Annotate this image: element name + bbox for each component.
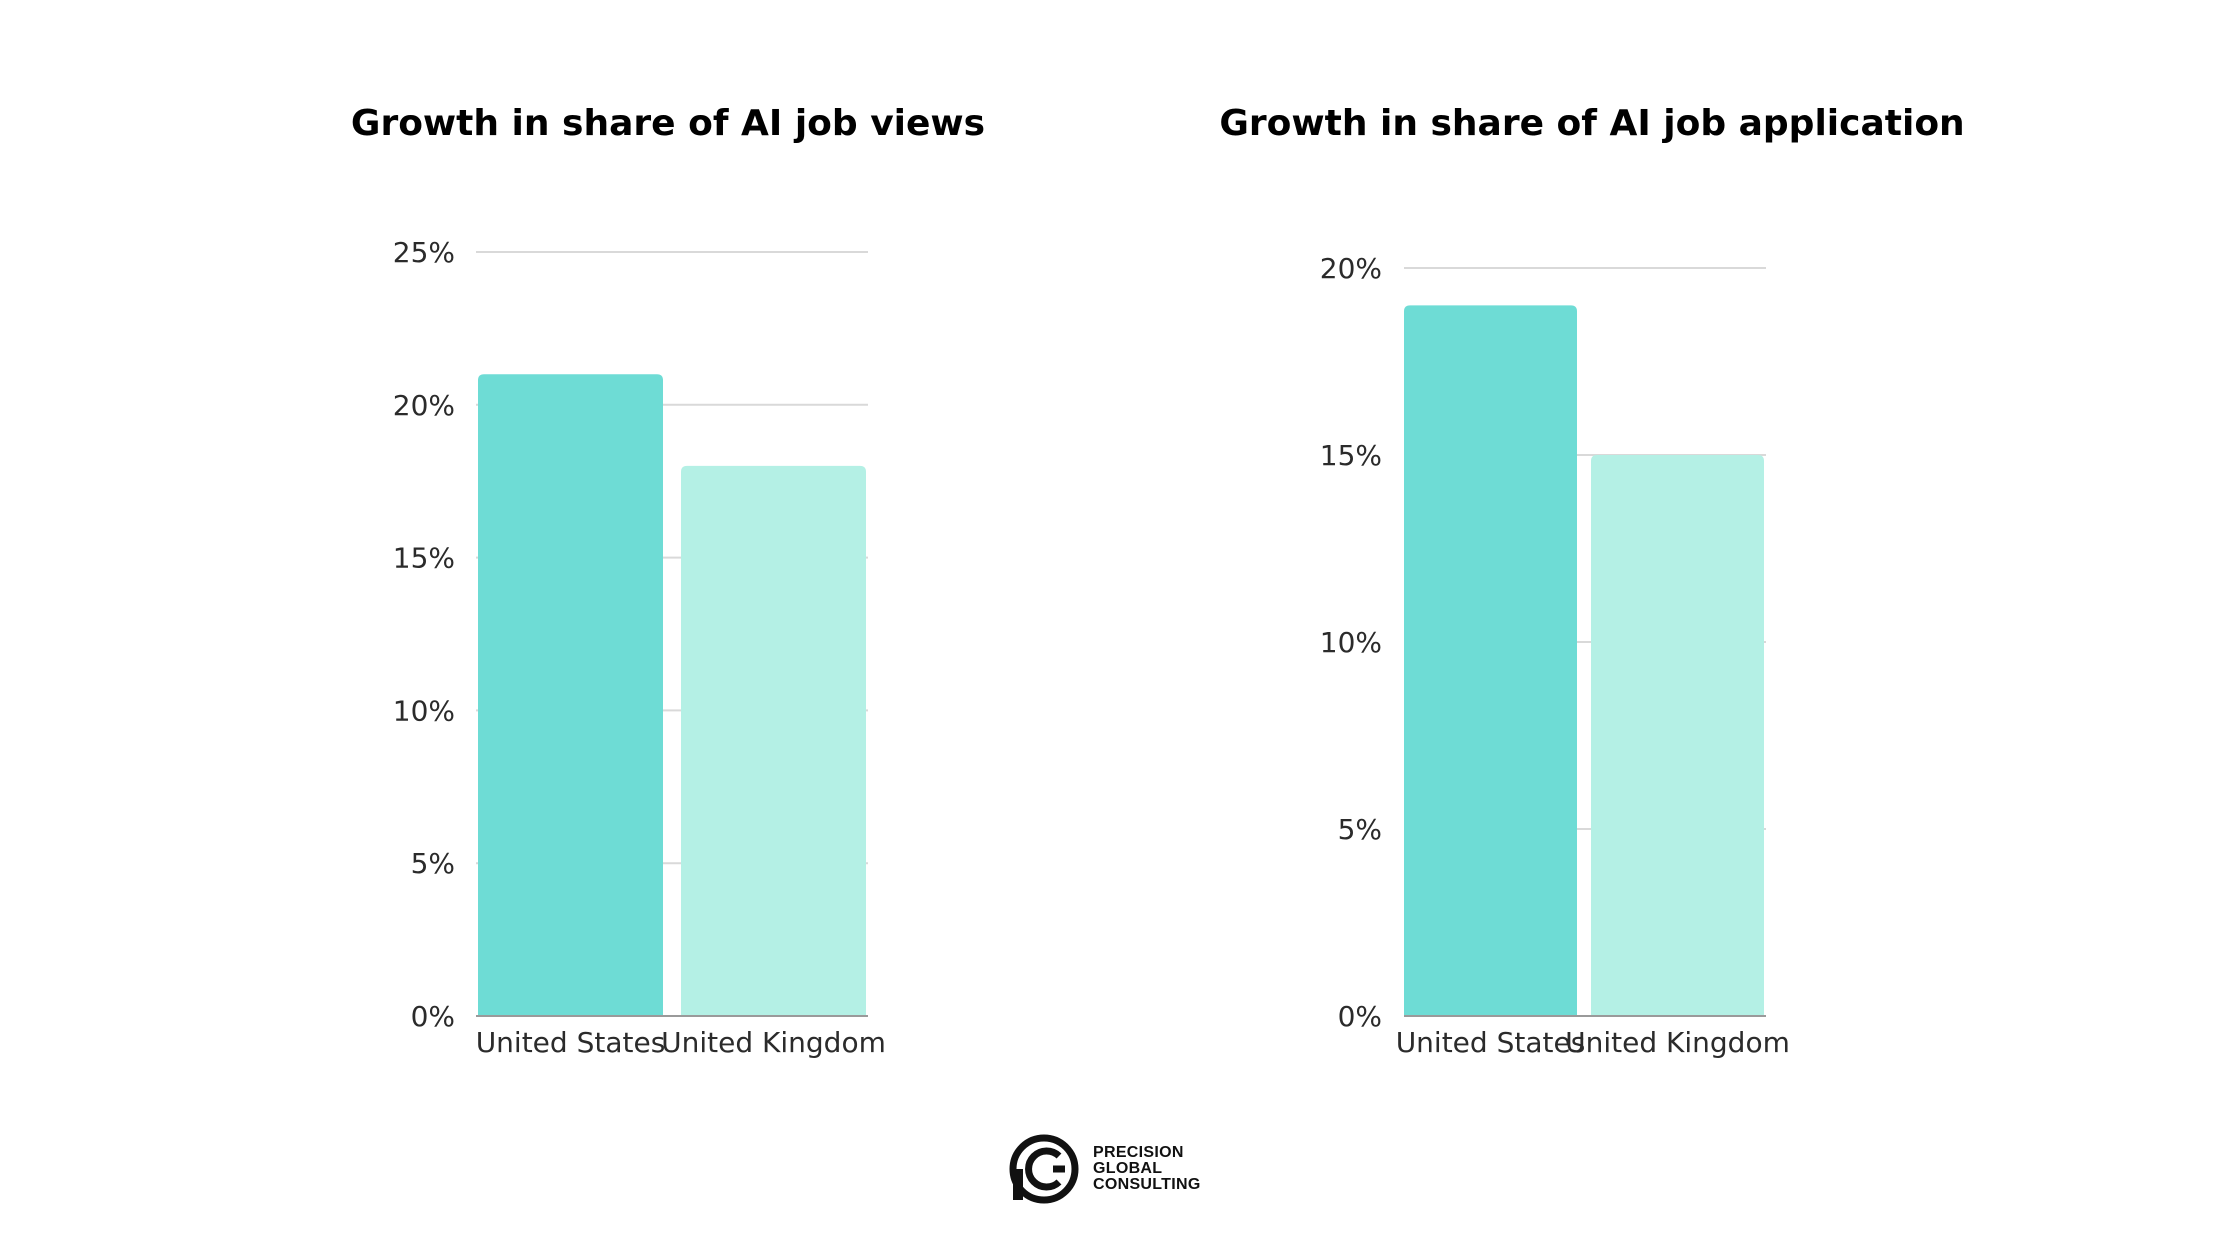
y-tick-label: 0% [411, 1000, 455, 1033]
y-tick-label: 15% [1320, 439, 1382, 472]
precision-global-consulting-logo-icon [1009, 1134, 1079, 1204]
x-category-label: United States [476, 1026, 666, 1059]
bar-united-states [478, 374, 663, 1016]
x-category-label: United Kingdom [661, 1026, 886, 1059]
company-logo: PRECISION GLOBAL CONSULTING [1009, 1134, 1201, 1204]
y-tick-label: 20% [393, 389, 455, 422]
logo-line-3: CONSULTING [1093, 1176, 1201, 1193]
bar-united-kingdom [681, 465, 866, 1016]
y-tick-label: 15% [393, 542, 455, 575]
y-tick-label: 10% [393, 694, 455, 727]
logo-wordmark: PRECISION GLOBAL CONSULTING [1093, 1145, 1201, 1193]
y-tick-label: 5% [1338, 813, 1382, 846]
bar-united-states [1404, 305, 1577, 1016]
x-category-label: United Kingdom [1565, 1026, 1790, 1059]
y-tick-label: 0% [1338, 1000, 1382, 1033]
chart-title: Growth in share of AI job views [351, 103, 985, 144]
y-tick-label: 10% [1320, 626, 1382, 659]
chart-title: Growth in share of AI job application [1219, 103, 1964, 144]
chart-ai-job-application: Growth in share of AI job application 0% 5… [1219, 103, 1964, 1059]
chart-ai-job-views: Growth in share of AI job views 0% 5% 10% 15… [351, 103, 985, 1059]
y-tick-label: 20% [1320, 252, 1382, 285]
bar-united-kingdom [1591, 455, 1764, 1016]
logo-line-1: PRECISION [1093, 1144, 1184, 1161]
x-category-label: United States [1396, 1026, 1586, 1059]
y-tick-label: 5% [411, 847, 455, 880]
y-tick-label: 25% [393, 236, 455, 269]
logo-line-2: GLOBAL [1093, 1160, 1163, 1177]
